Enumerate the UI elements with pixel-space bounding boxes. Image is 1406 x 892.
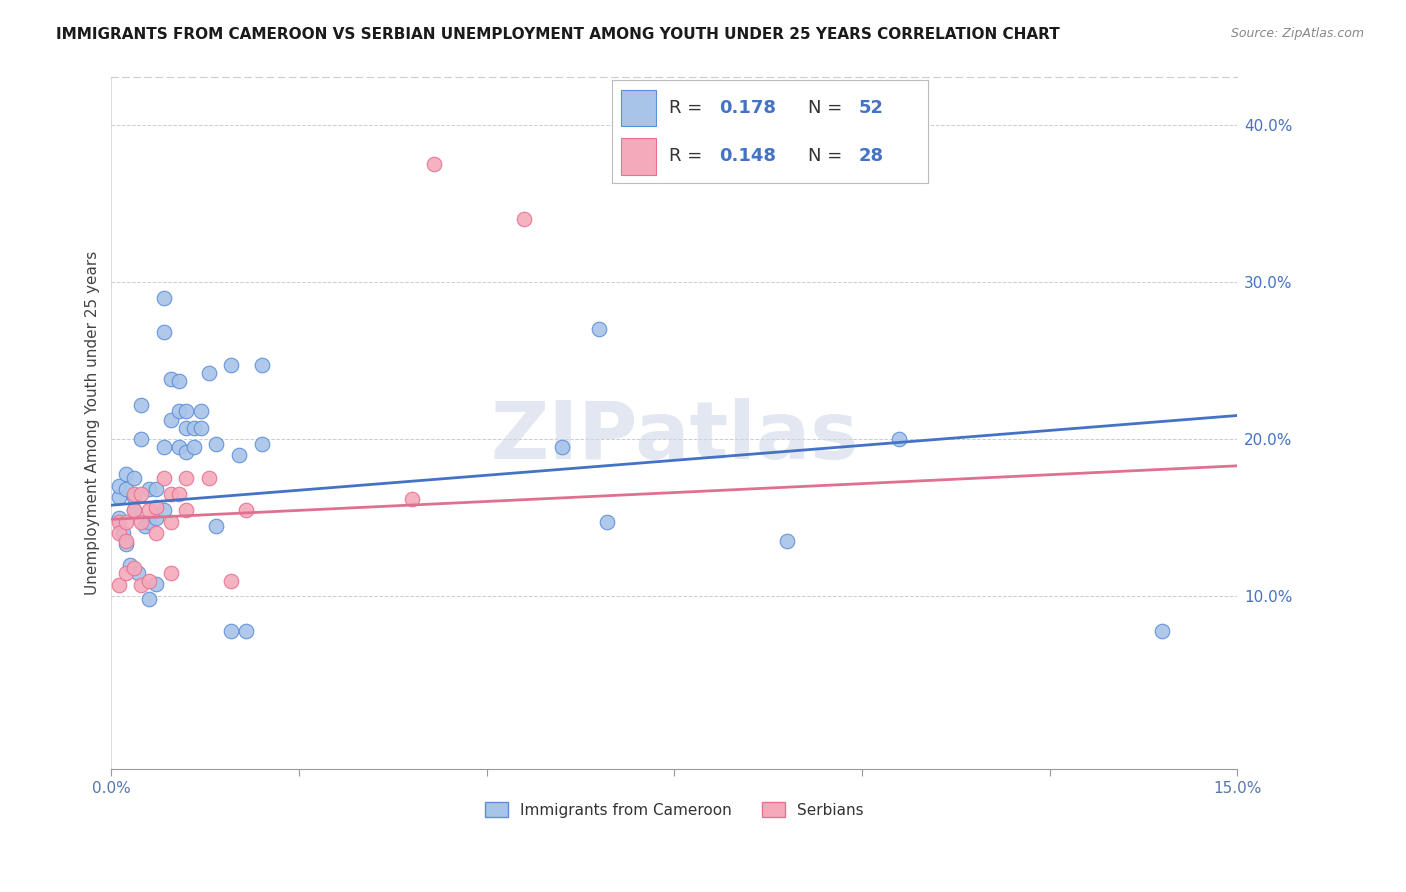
Point — [205, 518, 228, 533]
Point — [122, 490, 145, 504]
Point — [145, 483, 167, 497]
Point — [190, 421, 212, 435]
Point — [108, 510, 131, 524]
Point — [108, 526, 131, 541]
Point — [176, 444, 198, 458]
Text: IMMIGRANTS FROM CAMEROON VS SERBIAN UNEMPLOYMENT AMONG YOUTH UNDER 25 YEARS CORR: IMMIGRANTS FROM CAMEROON VS SERBIAN UNEM… — [56, 27, 1060, 42]
Point — [145, 526, 167, 541]
Point — [221, 358, 243, 372]
Point — [183, 440, 205, 454]
Point — [889, 432, 911, 446]
Point — [131, 487, 153, 501]
Point — [122, 503, 145, 517]
Point — [153, 291, 176, 305]
Point — [108, 578, 131, 592]
Point — [588, 322, 610, 336]
Text: ZIPatlas: ZIPatlas — [491, 398, 859, 476]
Point — [131, 516, 153, 530]
Text: 0.178: 0.178 — [720, 99, 776, 117]
Point — [205, 437, 228, 451]
Point — [167, 404, 190, 418]
Point — [138, 516, 160, 530]
Text: 52: 52 — [858, 99, 883, 117]
Point — [122, 487, 145, 501]
Point — [115, 516, 138, 530]
Point — [160, 566, 183, 580]
Point — [198, 471, 221, 485]
Point — [127, 566, 149, 580]
Point — [138, 483, 160, 497]
Text: R =: R = — [669, 147, 707, 165]
Point — [131, 432, 153, 446]
Point — [176, 471, 198, 485]
Point — [160, 372, 183, 386]
Text: 28: 28 — [858, 147, 883, 165]
Point — [145, 576, 167, 591]
Point — [138, 503, 160, 517]
Point — [138, 592, 160, 607]
Text: N =: N = — [808, 99, 848, 117]
Point — [131, 397, 153, 411]
Point — [190, 404, 212, 418]
Point — [513, 211, 536, 226]
Y-axis label: Unemployment Among Youth under 25 years: Unemployment Among Youth under 25 years — [86, 252, 100, 596]
Point — [176, 421, 198, 435]
Point — [423, 157, 446, 171]
Point — [115, 534, 138, 549]
Point — [167, 487, 190, 501]
Point — [108, 516, 131, 530]
Point — [108, 490, 131, 504]
Point — [167, 374, 190, 388]
Point — [221, 624, 243, 638]
Point — [115, 537, 138, 551]
Point — [115, 483, 138, 497]
Text: 0.148: 0.148 — [720, 147, 776, 165]
Point — [145, 500, 167, 514]
Point — [134, 518, 156, 533]
FancyBboxPatch shape — [621, 89, 655, 127]
Point — [122, 561, 145, 575]
Text: Source: ZipAtlas.com: Source: ZipAtlas.com — [1230, 27, 1364, 40]
Legend: Immigrants from Cameroon, Serbians: Immigrants from Cameroon, Serbians — [478, 796, 870, 824]
Point — [167, 440, 190, 454]
Point — [153, 471, 176, 485]
Point — [115, 467, 138, 481]
Point — [115, 566, 138, 580]
Point — [122, 503, 145, 517]
Point — [145, 510, 167, 524]
Point — [160, 413, 183, 427]
Point — [131, 578, 153, 592]
Point — [122, 471, 145, 485]
Point — [153, 325, 176, 339]
Point — [1152, 624, 1174, 638]
Point — [235, 624, 257, 638]
Point — [153, 503, 176, 517]
Text: N =: N = — [808, 147, 848, 165]
Point — [235, 503, 257, 517]
FancyBboxPatch shape — [621, 137, 655, 175]
Point — [176, 404, 198, 418]
Point — [153, 440, 176, 454]
Point — [401, 491, 423, 506]
Point — [183, 421, 205, 435]
Point — [596, 516, 619, 530]
Point — [551, 440, 574, 454]
Point — [108, 479, 131, 493]
Point — [228, 448, 250, 462]
Point — [138, 574, 160, 588]
Point — [198, 366, 221, 380]
Point — [160, 516, 183, 530]
Point — [221, 574, 243, 588]
Point — [111, 526, 134, 541]
Point — [160, 487, 183, 501]
Point — [120, 558, 142, 572]
Point — [176, 503, 198, 517]
Point — [250, 437, 273, 451]
Point — [776, 534, 799, 549]
Point — [250, 358, 273, 372]
Text: R =: R = — [669, 99, 707, 117]
